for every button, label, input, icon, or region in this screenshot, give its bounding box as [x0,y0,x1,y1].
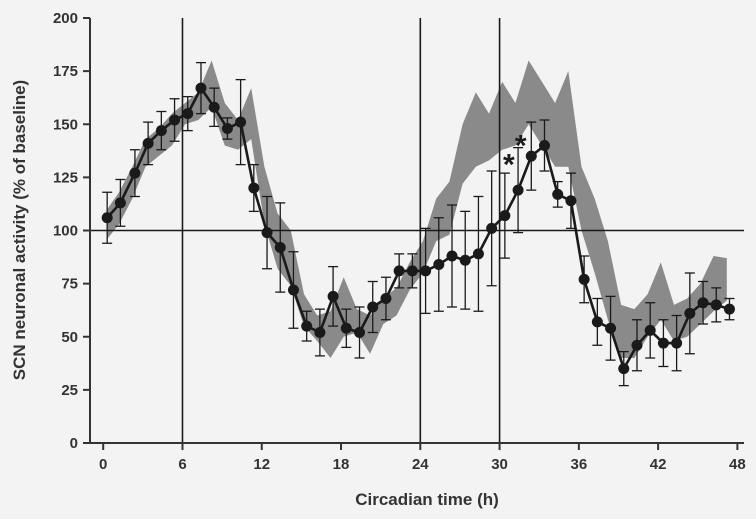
data-point [287,284,299,296]
data-point [101,212,113,224]
shaded-band-layer [107,60,727,358]
data-point [261,227,273,239]
x-tick-label: 18 [333,456,350,473]
axes-layer: 0 25 50 75 100 125 150 175 200 0 6 12 18 24 30 36 42 48 [53,10,746,473]
data-point [644,324,656,336]
y-tick-label: 0 [70,435,78,452]
data-point [327,290,339,302]
data-point [459,254,471,266]
data-point [406,265,418,277]
y-tick-label: 150 [53,116,78,133]
x-tick-label: 0 [99,456,107,473]
data-point [208,101,220,113]
data-point [142,137,154,149]
data-point [499,210,511,222]
data-points-layer [101,82,735,375]
data-point [420,265,432,277]
data-point [565,195,577,207]
significance-asterisk: * [515,129,527,162]
data-point [314,327,326,338]
data-point [182,108,194,120]
data-point [354,327,366,338]
x-tick-label: 48 [729,456,746,473]
data-point [631,339,643,351]
data-point [697,297,709,309]
shaded-band [107,60,727,358]
y-tick-label: 175 [53,63,78,80]
y-axis-title: SCN neuronal activity (% of baseline) [10,80,29,380]
significance-asterisk: * [503,149,515,182]
data-point [552,188,564,200]
x-axis-title: Circadian time (h) [355,490,499,509]
data-point [235,116,247,128]
data-point [248,182,260,194]
data-point [169,114,181,126]
x-tick-label: 6 [178,456,186,473]
y-tick-label: 75 [61,276,78,293]
x-tick-label: 30 [491,456,508,473]
reference-lines-layer [90,18,744,443]
data-point [578,273,590,285]
annotations-layer: ** [503,129,527,181]
x-tick-label: 24 [412,456,429,473]
data-point [380,293,392,304]
data-point [591,316,603,328]
data-point [486,222,498,234]
data-point [605,322,617,334]
data-point [393,265,405,277]
data-point [710,299,722,311]
data-point [525,150,537,162]
y-tick-label: 200 [53,10,78,27]
data-point [538,140,550,151]
y-tick-label: 50 [61,329,78,346]
x-tick-label: 36 [571,456,588,473]
data-point [472,248,484,260]
data-point [433,259,445,270]
data-point [129,167,141,179]
data-point [301,320,313,332]
x-tick-label: 42 [650,456,667,473]
data-point [671,337,683,349]
data-point [155,125,167,137]
y-tick-label: 25 [61,382,78,399]
y-tick-label: 125 [53,169,78,186]
data-point [340,322,352,334]
data-point [367,301,379,313]
data-point [221,123,233,134]
data-point [618,363,630,375]
data-point [684,307,696,319]
data-point [446,250,458,262]
data-point [723,303,735,315]
data-point [114,197,126,209]
data-point [274,242,286,253]
data-point [512,184,524,196]
error-bars-layer [102,61,735,387]
y-tick-label: 100 [53,223,78,240]
x-tick-label: 12 [253,456,270,473]
data-point [657,337,669,349]
data-point [195,82,207,94]
